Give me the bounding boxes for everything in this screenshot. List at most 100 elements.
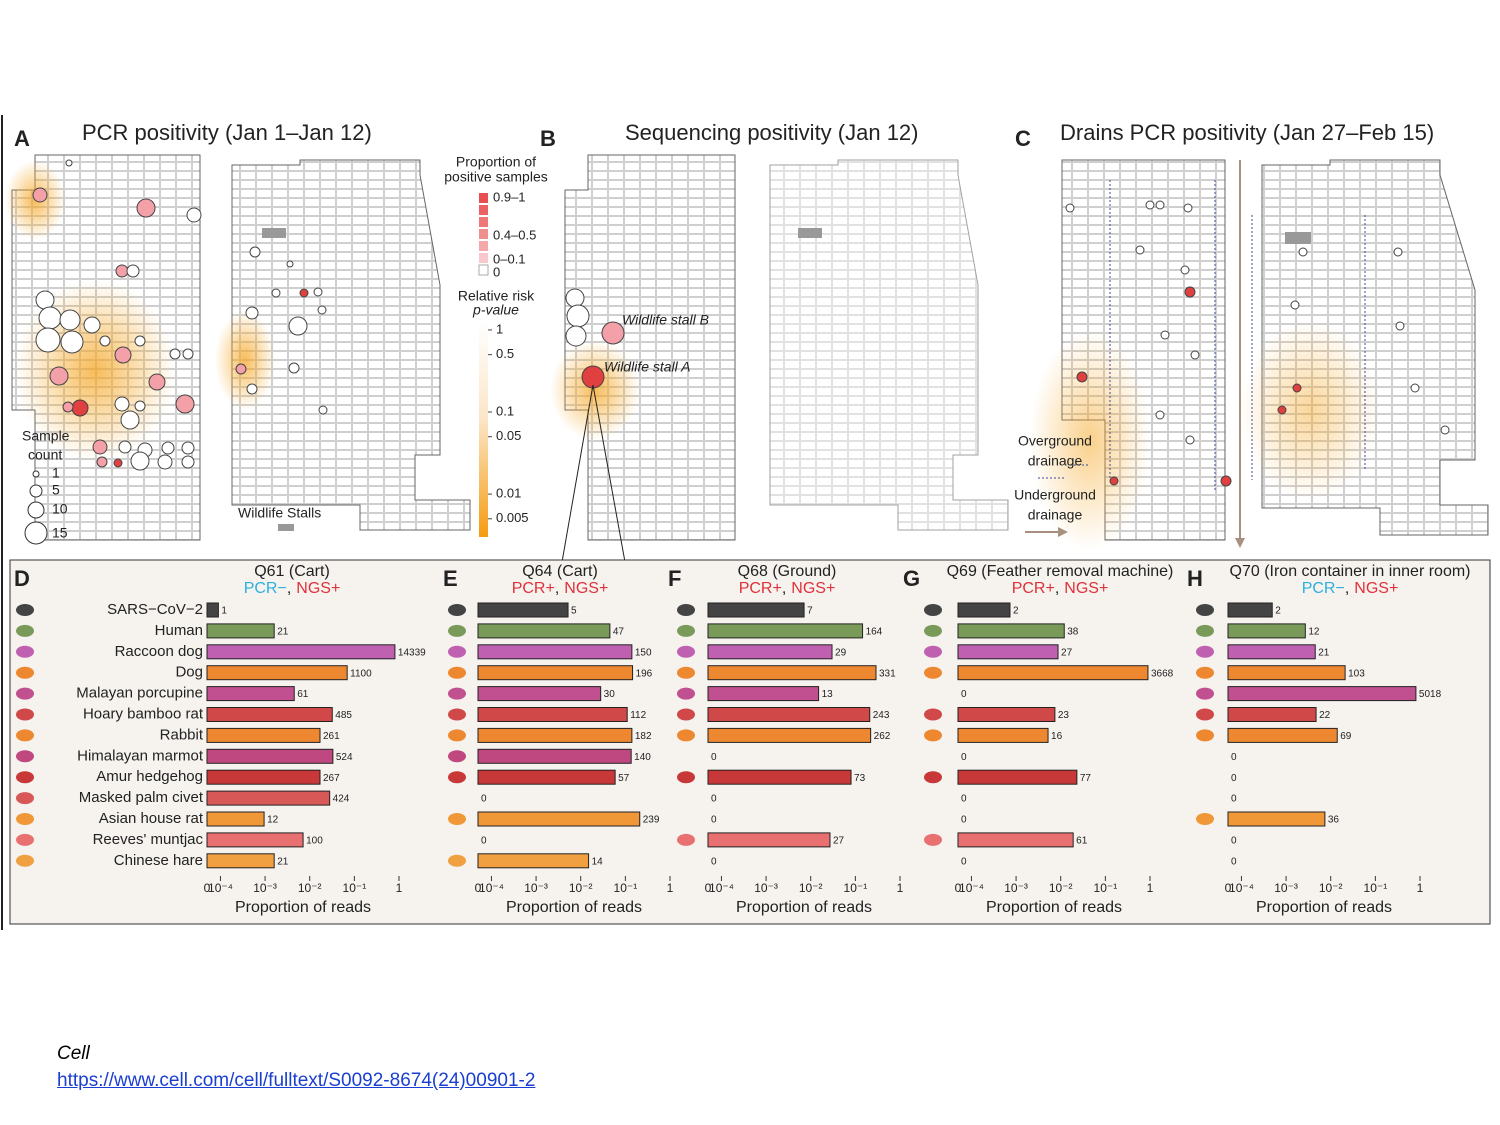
read-count: 2 [1275,606,1281,617]
animal-icon [677,604,695,616]
animal-icon [16,792,34,805]
chart-subtitle: PCR+, NGS+ [1012,580,1109,597]
category-label: Himalayan marmot [77,747,204,764]
risk-haze [215,310,275,410]
read-count: 262 [874,731,891,742]
x-tick-label: 1 [897,881,904,895]
read-count: 0 [1231,773,1237,784]
category-label: Malayan porcupine [76,685,203,702]
zoom-line [592,384,626,563]
bar [206,853,275,869]
x-axis-label: Proportion of reads [235,899,371,916]
read-count: 524 [336,752,353,763]
colorbar-label: 0.5 [496,346,514,361]
separator: , [1345,580,1349,597]
panel-title: PCR positivity (Jan 1–Jan 12) [82,120,372,145]
x-tick-label: 1 [396,881,403,895]
read-count: 2 [1013,606,1019,617]
read-count: 5018 [1419,689,1442,700]
maps [5,154,1489,563]
bar [957,707,1056,722]
animal-icon [448,666,466,679]
colorbar-label: 1 [496,321,503,336]
pcr-status: PCR+ [1012,580,1055,597]
x-tick-label: 1 [1417,881,1424,895]
read-count: 243 [873,710,890,721]
x-axis-label: Proportion of reads [986,899,1122,916]
animal-icon [1196,604,1214,616]
panel-letter: A [14,126,30,151]
read-count: 27 [1061,647,1073,658]
risk-haze [550,340,640,440]
bar [206,707,333,722]
read-count: 3668 [1151,668,1174,679]
bar [477,811,641,827]
legend-label: 10 [52,501,68,517]
map-label: drainage [1028,453,1083,469]
category-label: Reeves' muntjac [93,831,204,848]
read-count: 1100 [350,668,372,679]
bar [957,602,1011,618]
separator: , [1055,580,1059,597]
read-count: 0 [961,856,967,867]
risk-haze [1030,330,1150,550]
bar [957,623,1065,639]
read-count: 5 [571,606,577,617]
read-count: 0 [1231,836,1237,847]
read-count: 485 [335,710,352,721]
map [231,159,471,531]
category-label: Rabbit [160,726,204,743]
read-count: 30 [604,689,616,700]
read-count: 14339 [398,647,426,658]
read-count: 0 [1231,752,1237,763]
animal-icon [448,708,466,721]
animal-icon [924,708,942,721]
animal-icon [1196,624,1214,637]
bar [1227,644,1316,660]
read-count: 61 [297,689,309,700]
read-count: 150 [635,647,652,658]
wildlife-stall [262,228,286,238]
pcr-status: PCR− [244,580,287,597]
read-count: 0 [481,794,487,805]
legend-title: Proportion of [456,154,536,170]
read-count: 196 [636,668,653,679]
bar [957,832,1074,848]
bar [477,769,616,785]
animal-icon [448,813,466,825]
read-count: 57 [618,773,630,784]
x-tick-label: 10⁻³ [754,881,778,895]
animal-icon [677,771,695,784]
animal-icon [16,729,34,742]
legend-title: Sample [22,428,70,444]
read-count: 0 [1231,856,1237,867]
legend-title: positive samples [444,169,548,185]
category-label: Human [155,622,203,639]
ngs-status: NGS+ [296,580,340,597]
animal-icon [16,750,34,763]
chart-title: Q64 (Cart) [522,563,598,580]
animal-icon [924,833,942,846]
legend-label: 0.4–0.5 [493,227,536,242]
read-count: 29 [835,647,847,658]
bar [1227,686,1417,702]
read-count: 182 [635,731,652,742]
animal-icon [16,645,34,658]
pcr-status: PCR+ [739,580,782,597]
bar [206,832,304,848]
legend-subtitle: p-value [472,302,519,318]
x-tick-label: 10⁻² [1319,881,1343,895]
animal-icon [16,771,34,784]
read-count: 112 [630,710,646,721]
category-label: Chinese hare [114,852,203,869]
animal-icon [16,604,34,616]
animal-icon [1196,645,1214,658]
x-tick-label: 10⁻¹ [844,881,868,895]
bar [707,602,805,618]
bar [206,602,219,618]
category-label: Dog [175,664,203,681]
pcr-status: PCR− [1302,580,1345,597]
link[interactable]: https://www.cell.com/cell/fulltext/S0092… [57,1070,536,1091]
bar [707,686,820,702]
read-count: 7 [807,606,813,617]
